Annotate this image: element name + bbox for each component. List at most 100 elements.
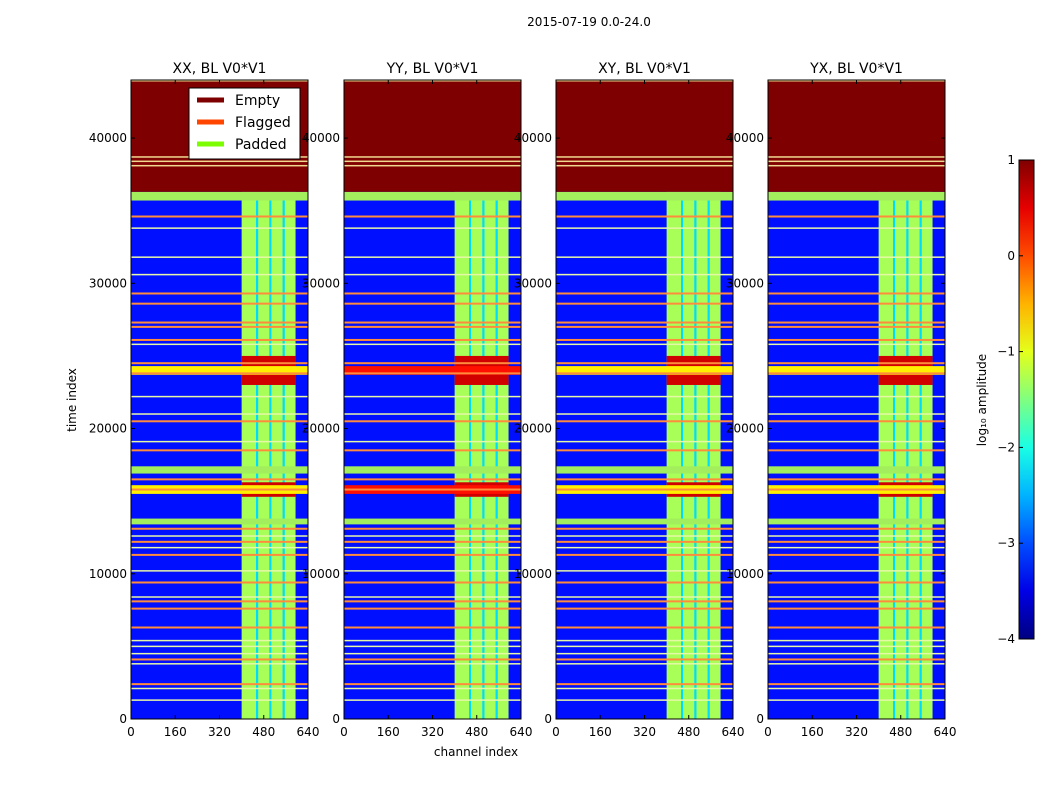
panel-yx: 0 160 320 480 640 0 10000 20000 30000 40000 YX, BL…	[726, 61, 957, 739]
padded-row	[768, 343, 945, 346]
empty-region-row	[131, 164, 308, 167]
padded-row	[556, 535, 733, 537]
flagged-row	[768, 478, 945, 481]
padded-row	[768, 440, 945, 443]
flagged-row	[344, 338, 521, 341]
flagged-row	[556, 600, 733, 603]
flagged-row	[344, 420, 521, 423]
empty-region-row	[344, 164, 521, 167]
flagged-row	[768, 420, 945, 423]
empty-region-row	[768, 156, 945, 158]
saturated-bleed-line	[131, 366, 308, 375]
padded-band	[131, 191, 308, 201]
flagged-row	[344, 362, 521, 365]
padded-row	[344, 395, 521, 398]
flagged-row	[556, 420, 733, 423]
panel-xy: 0 160 320 480 640 0 10000 20000 30000 40000 XY, BL…	[514, 61, 745, 739]
padded-row	[344, 639, 521, 642]
padded-row	[131, 440, 308, 443]
y-tick-label: 40000	[514, 131, 552, 145]
channel-gap	[681, 191, 684, 719]
flagged-row	[556, 527, 733, 530]
flagged-row	[344, 527, 521, 530]
channel-gap	[707, 191, 710, 719]
colorbar: 1 0 −1 −2 −3 −4 log₁₀ amplitude	[975, 153, 1035, 646]
x-tick-label: 0	[552, 725, 560, 739]
y-tick-label: 10000	[302, 567, 340, 581]
padded-row	[344, 546, 521, 549]
padded-row	[556, 699, 733, 701]
padded-band	[131, 466, 308, 474]
flagged-row	[556, 321, 733, 324]
flagged-row	[344, 321, 521, 324]
padded-row	[344, 652, 521, 655]
flagged-row	[768, 553, 945, 556]
x-tick-label: 0	[340, 725, 348, 739]
saturated-bleed-line	[768, 366, 945, 375]
x-tick-label: 0	[764, 725, 772, 739]
legend-label: Empty	[235, 93, 280, 109]
flagged-row	[131, 683, 308, 686]
x-tick-label: 160	[801, 725, 824, 739]
flagged-row	[556, 362, 733, 365]
padded-row	[556, 227, 733, 229]
padded-row	[768, 699, 945, 701]
flagged-row	[768, 527, 945, 530]
flagged-row	[344, 658, 521, 661]
channel-gap	[282, 191, 285, 719]
empty-region-row	[344, 160, 521, 163]
y-tick-label: 40000	[89, 131, 127, 145]
padded-row	[768, 663, 945, 665]
padded-row	[131, 413, 308, 415]
flagged-row	[131, 302, 308, 305]
padded-row	[768, 227, 945, 229]
y-tick-label: 40000	[302, 131, 340, 145]
padded-row	[556, 570, 733, 572]
flagged-row	[768, 683, 945, 686]
colorbar-tick-label: −3	[997, 536, 1015, 550]
flagged-row	[344, 372, 521, 375]
padded-row	[344, 596, 521, 598]
x-tick-label: 640	[297, 725, 320, 739]
flagged-row	[131, 321, 308, 324]
padded-row	[768, 535, 945, 537]
flagged-row	[768, 658, 945, 661]
flagged-row	[556, 626, 733, 629]
padded-band	[768, 466, 945, 474]
legend-label: Padded	[235, 137, 287, 153]
padded-row	[131, 596, 308, 598]
padded-row	[556, 273, 733, 276]
padded-row	[556, 663, 733, 665]
padded-row	[556, 343, 733, 346]
flagged-row	[344, 292, 521, 295]
flagged-row	[131, 338, 308, 341]
flagged-row	[131, 581, 308, 584]
padded-row	[344, 663, 521, 665]
padded-row	[131, 535, 308, 537]
channel-gap	[269, 191, 272, 719]
y-tick-label: 10000	[89, 567, 127, 581]
padded-row	[131, 256, 308, 258]
x-axis-label: channel index	[434, 745, 518, 759]
padded-row	[344, 227, 521, 229]
padded-band	[768, 191, 945, 201]
padded-row	[131, 343, 308, 346]
flagged-row	[344, 626, 521, 629]
padded-row	[131, 227, 308, 229]
channel-gap	[469, 191, 472, 719]
padded-row	[556, 440, 733, 443]
y-tick-label: 10000	[514, 567, 552, 581]
flagged-row	[344, 215, 521, 218]
y-tick-label: 40000	[726, 131, 764, 145]
flagged-row	[131, 362, 308, 365]
x-tick-label: 640	[934, 725, 957, 739]
colorbar-tick-label: −4	[997, 632, 1015, 646]
padded-row	[556, 639, 733, 642]
padded-band	[556, 191, 733, 201]
padded-row	[131, 395, 308, 398]
padded-row	[344, 273, 521, 276]
padded-row	[556, 256, 733, 258]
padded-row	[344, 343, 521, 346]
padded-band	[556, 466, 733, 474]
